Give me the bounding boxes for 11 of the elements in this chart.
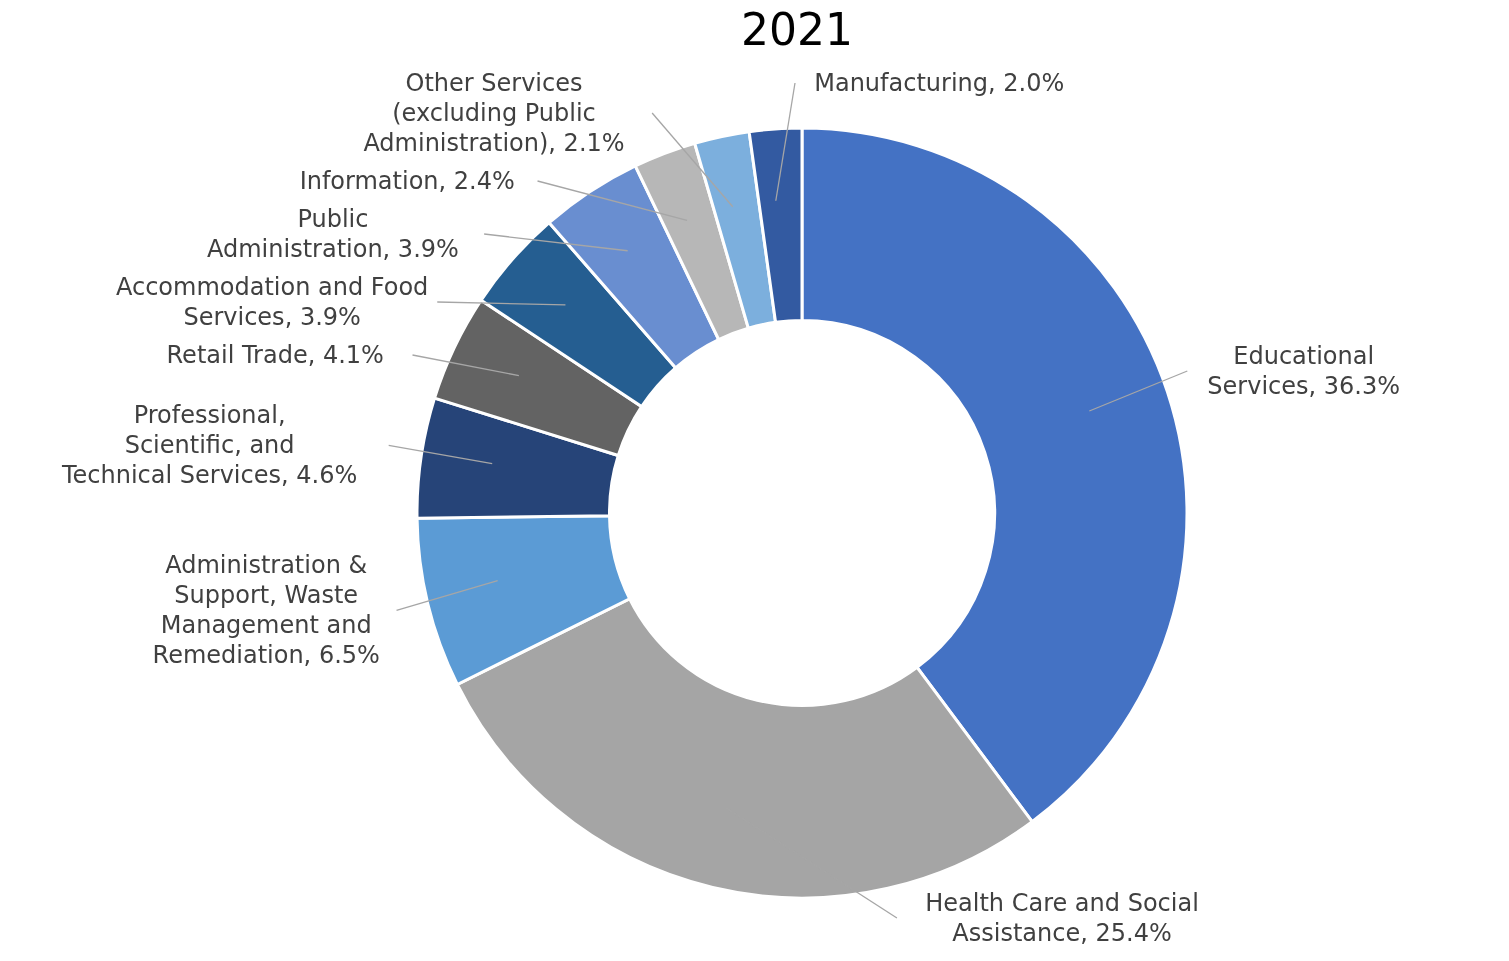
- slice-label: Administration & Support, Waste Management and Remediation, 6.5%: [152, 550, 380, 669]
- chart-title: 2021: [740, 4, 854, 55]
- slice-label: Manufacturing, 2.0%: [814, 68, 1065, 97]
- slice-label: Accommodation and Food Services, 3.9%: [115, 272, 429, 331]
- slice-label: Professional, Scientific, and Technical Services, 4.6%: [60, 400, 358, 489]
- slice-label: Public Administration, 3.9%: [206, 204, 459, 263]
- slice-label: Other Services (excluding Public Administration), 2.1%: [363, 68, 625, 157]
- slice-label: Information, 2.4%: [299, 166, 515, 195]
- slice-label: Educational Services, 36.3%: [1207, 341, 1401, 400]
- slice-label: Health Care and Social Assistance, 25.4%: [925, 888, 1199, 947]
- slice-label: Retail Trade, 4.1%: [166, 340, 384, 369]
